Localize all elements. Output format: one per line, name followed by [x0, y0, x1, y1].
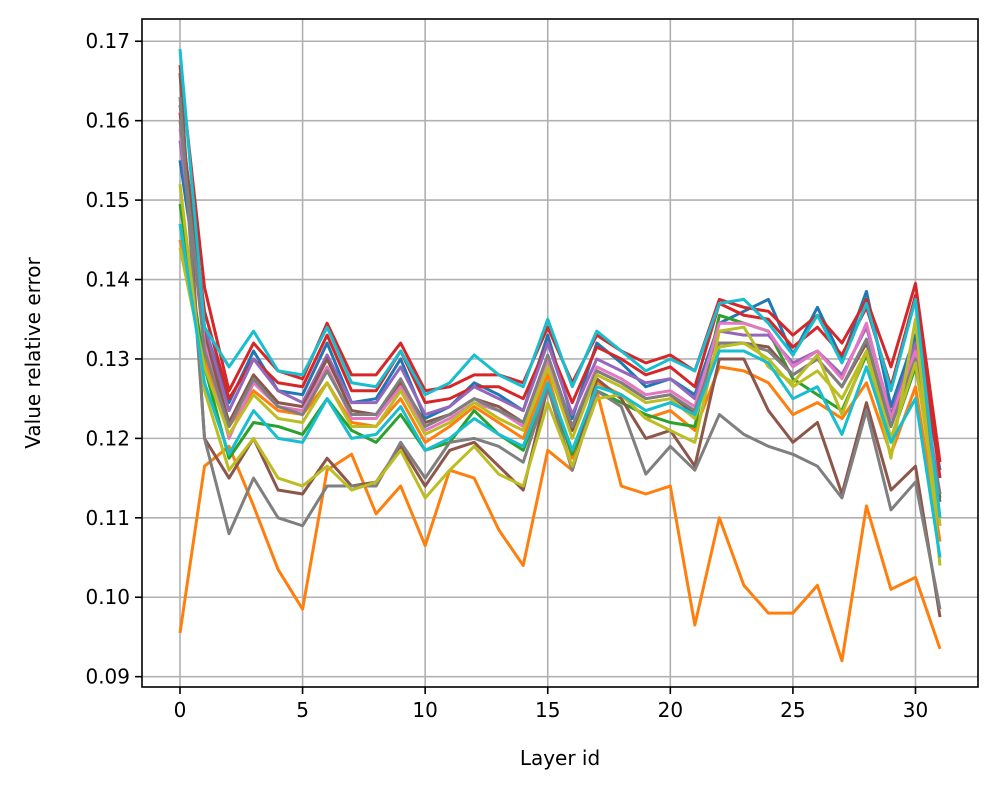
- y-tick-label: 0.15: [85, 188, 130, 212]
- y-tick-label: 0.17: [85, 29, 130, 53]
- y-axis-label: Value relative error: [21, 256, 45, 448]
- y-tick-label: 0.14: [85, 268, 130, 292]
- series-line-13: [178, 247, 942, 526]
- x-tick-label: 20: [658, 698, 683, 722]
- x-tick-label: 15: [535, 698, 560, 722]
- y-tick-label: 0.16: [85, 109, 130, 133]
- series-lines: [178, 49, 942, 663]
- series-line-14: [178, 49, 942, 518]
- series-line-5: [178, 112, 942, 479]
- y-tick-label: 0.10: [85, 585, 130, 609]
- plot-frame: [141, 18, 979, 688]
- x-tick-label: 10: [412, 698, 437, 722]
- y-tick-label: 0.11: [85, 506, 130, 530]
- series-line-7: [178, 72, 942, 618]
- x-tick-label: 25: [780, 698, 805, 722]
- y-tick-label: 0.09: [85, 665, 130, 689]
- x-axis-label: Layer id: [520, 746, 600, 770]
- series-line-15: [178, 223, 942, 558]
- x-tick-label: 30: [903, 698, 928, 722]
- series-line-12: [178, 184, 942, 566]
- series-line-10: [178, 96, 942, 610]
- axis-ticks: 0 5 10 15 20 25 30 0.09 0.10 0.11 0.12 0.13 0.14 0.15…: [85, 29, 928, 722]
- x-tick-label: 0: [174, 698, 187, 722]
- series-line-1: [178, 389, 942, 663]
- y-tick-label: 0.12: [85, 426, 130, 450]
- y-tick-label: 0.13: [85, 347, 130, 371]
- x-tick-label: 5: [296, 698, 309, 722]
